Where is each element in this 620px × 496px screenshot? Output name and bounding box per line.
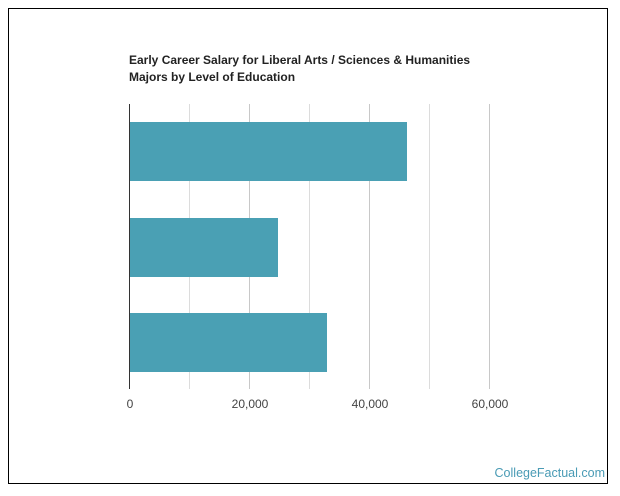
x-tick-0: 0 bbox=[126, 397, 134, 411]
bar-1[interactable] bbox=[130, 122, 407, 181]
chart-title-line-2: Majors by Level of Education bbox=[129, 70, 296, 84]
gridline-30000 bbox=[309, 104, 310, 389]
x-tick-20000: 20,000 bbox=[231, 397, 269, 411]
gridline-50000 bbox=[429, 104, 430, 389]
x-tick-60000: 60,000 bbox=[471, 397, 509, 411]
gridline-60000 bbox=[489, 104, 490, 389]
bar-3[interactable] bbox=[130, 313, 327, 372]
chart-frame bbox=[8, 8, 608, 484]
gridline-40000 bbox=[369, 104, 370, 389]
x-tick-40000: 40,000 bbox=[351, 397, 389, 411]
chart-title-line-1: Early Career Salary for Liberal Arts / S… bbox=[129, 53, 471, 67]
bar-2[interactable] bbox=[130, 218, 279, 277]
chart-title: Early Career Salary for Liberal Arts / S… bbox=[129, 52, 470, 86]
y-axis-line bbox=[129, 104, 130, 389]
source-credit-link[interactable]: CollegeFactual.com bbox=[494, 466, 605, 480]
